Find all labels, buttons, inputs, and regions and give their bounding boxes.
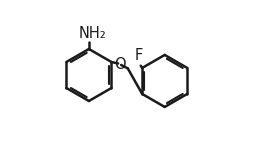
Text: F: F — [135, 48, 143, 63]
Text: NH₂: NH₂ — [79, 26, 107, 41]
Text: O: O — [114, 57, 125, 72]
